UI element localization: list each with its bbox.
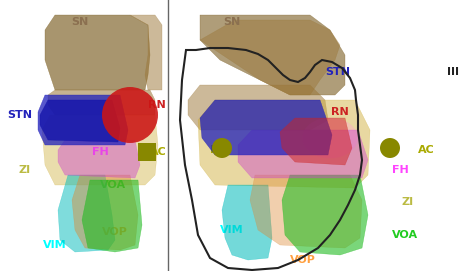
Polygon shape bbox=[72, 175, 138, 250]
Text: ZI: ZI bbox=[402, 197, 414, 207]
Polygon shape bbox=[48, 90, 155, 115]
Polygon shape bbox=[250, 175, 362, 248]
Polygon shape bbox=[282, 175, 368, 255]
Polygon shape bbox=[222, 185, 272, 260]
Text: SN: SN bbox=[72, 17, 89, 27]
Text: STN: STN bbox=[326, 67, 350, 77]
Text: ZI: ZI bbox=[19, 165, 31, 175]
Text: FH: FH bbox=[392, 165, 409, 175]
Polygon shape bbox=[58, 140, 140, 178]
Bar bbox=[138, 143, 156, 161]
Polygon shape bbox=[198, 100, 370, 188]
Text: VOP: VOP bbox=[102, 227, 128, 237]
Polygon shape bbox=[200, 20, 340, 95]
Polygon shape bbox=[130, 15, 162, 90]
Text: PC: PC bbox=[210, 145, 226, 155]
Polygon shape bbox=[40, 100, 120, 142]
Polygon shape bbox=[200, 100, 332, 155]
Circle shape bbox=[212, 138, 232, 158]
Text: RN: RN bbox=[148, 100, 166, 110]
Text: RN: RN bbox=[331, 107, 349, 117]
Text: VOP: VOP bbox=[290, 255, 316, 265]
Polygon shape bbox=[82, 180, 142, 252]
Circle shape bbox=[102, 87, 158, 143]
Text: STN: STN bbox=[8, 110, 33, 120]
Text: VIM: VIM bbox=[43, 240, 67, 250]
Text: FH: FH bbox=[91, 147, 109, 157]
Circle shape bbox=[380, 138, 400, 158]
Polygon shape bbox=[280, 118, 352, 165]
Text: VOA: VOA bbox=[100, 180, 126, 190]
Ellipse shape bbox=[302, 118, 357, 158]
Text: III: III bbox=[447, 67, 459, 77]
Polygon shape bbox=[58, 175, 115, 252]
Text: AC: AC bbox=[150, 147, 166, 157]
Text: SN: SN bbox=[223, 17, 241, 27]
Polygon shape bbox=[42, 115, 158, 185]
Polygon shape bbox=[188, 85, 328, 130]
Text: VIM: VIM bbox=[220, 225, 244, 235]
Text: AC: AC bbox=[418, 145, 434, 155]
Text: VOA: VOA bbox=[392, 230, 418, 240]
Polygon shape bbox=[238, 130, 368, 178]
Polygon shape bbox=[45, 15, 150, 90]
Polygon shape bbox=[200, 15, 345, 95]
Polygon shape bbox=[38, 95, 128, 145]
